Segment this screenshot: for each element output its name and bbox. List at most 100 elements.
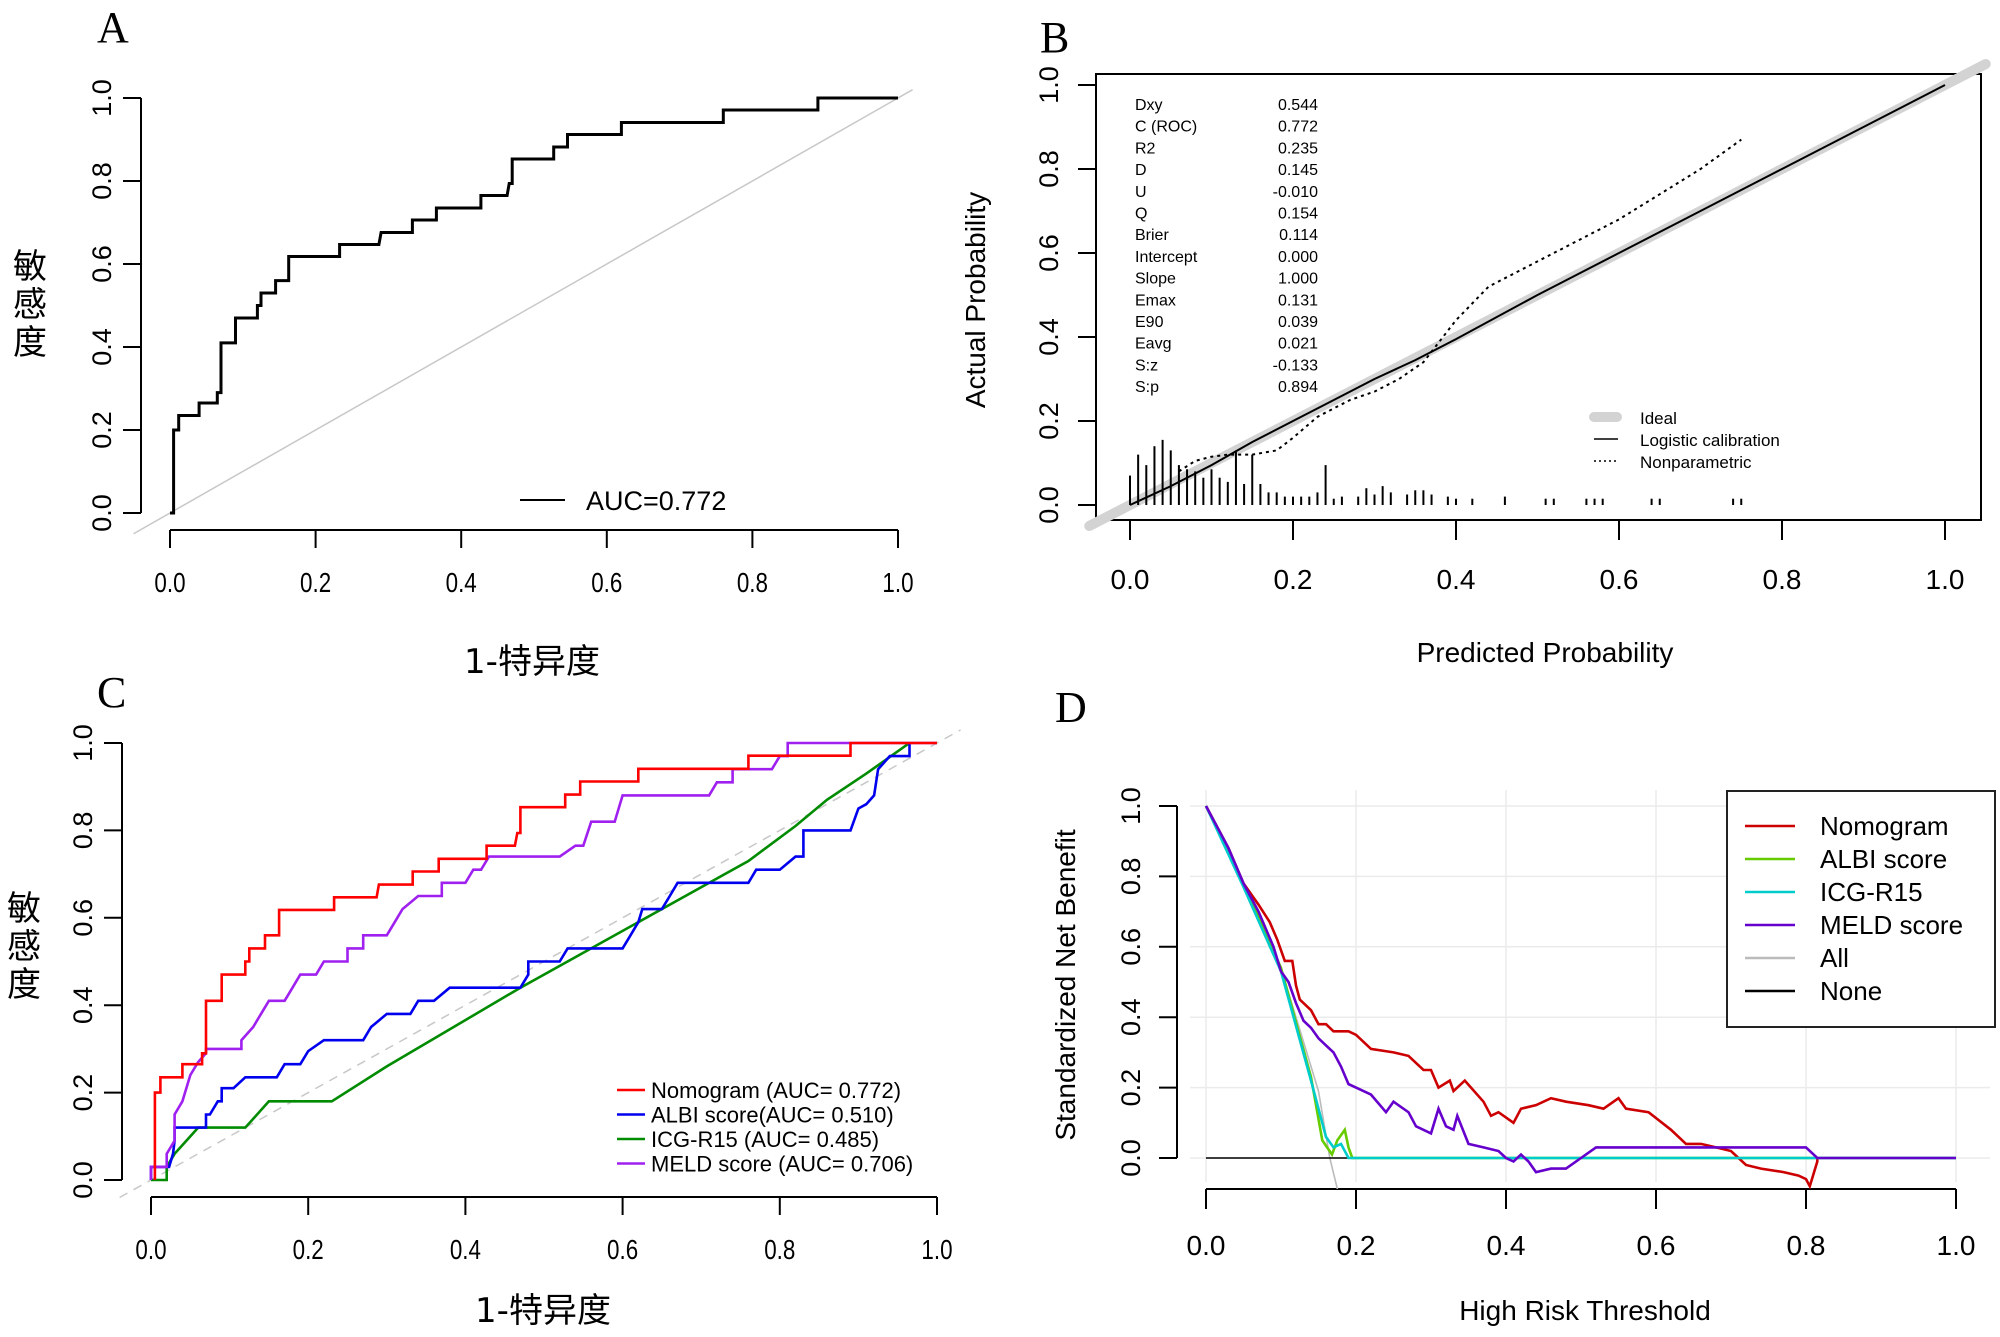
panel-d-legend-label: All [1820, 943, 1849, 973]
panel-c-y-tick-label: 1.0 [68, 724, 98, 762]
panel-b-frame [1095, 73, 1982, 521]
panel-c-y-label: 敏 感 度 [7, 889, 41, 1005]
panel-c-legend-label: Nomogram (AUC= 0.772) [651, 1078, 901, 1103]
panel-d-x-tick-label: 1.0 [1937, 1230, 1976, 1261]
panel-b-stat-value: 0.021 [1278, 336, 1318, 353]
panel-b-x-tick-label: 0.2 [1274, 564, 1313, 595]
panel-c-y-tick-label: 0.2 [68, 1074, 98, 1112]
panel-label-a: A [97, 3, 129, 52]
panel-b-stat-name: U [1135, 184, 1147, 201]
panel-d-axes: 0.0 0.2 0.4 0.6 0.8 1.0 0.0 0.2 0.4 0.6 0.8 1.0 [1116, 787, 1975, 1261]
panel-c-legend: Nomogram (AUC= 0.772)ALBI score(AUC= 0.5… [617, 1078, 913, 1177]
panel-b-stat-value: 0.235 [1278, 140, 1318, 157]
panel-a-x-tick-label: 1.0 [882, 568, 913, 599]
panel-c-x-tick-label: 0.2 [293, 1235, 324, 1266]
panel-b-stat-value: 1.000 [1278, 271, 1318, 288]
panel-a-y-tick-label: 0.2 [87, 411, 117, 449]
panel-b-x-tick-label: 0.0 [1111, 564, 1150, 595]
panel-c-marks [119, 729, 961, 1199]
panel-b-stat-name: S:p [1135, 379, 1159, 396]
panel-b-y-label: Actual Probability [960, 192, 991, 408]
panel-label-b: B [1040, 13, 1069, 62]
panel-c-reference-diagonal [119, 729, 961, 1199]
panel-b-stat-name: Brier [1135, 227, 1169, 244]
panel-a-x-tick-label: 0.2 [300, 568, 331, 599]
panel-c-y-tick-label: 0.6 [68, 899, 98, 937]
panel-b-legend-label-ideal: Ideal [1640, 409, 1677, 428]
panel-d-y-tick-label: 0.4 [1116, 998, 1146, 1036]
panel-c-roc-comparison: C 0.0 0.2 0.4 0.6 0.8 1.0 0.0 0.2 0.4 0.6 0.8 1.0 1… [7, 668, 961, 1331]
panel-c-y-label-char-3: 度 [7, 965, 41, 1005]
panel-a-y-tick-label: 1.0 [87, 79, 117, 117]
panel-c-x-tick-label: 0.4 [450, 1235, 481, 1266]
panel-c-x-tick-label: 0.0 [135, 1235, 166, 1266]
panel-d-decision-curve: D 0.0 0.2 0.4 0.6 0.8 1.0 0.0 0.2 0.4 0.6 0.8 1.0 H… [1050, 683, 1996, 1326]
panel-d-x-tick-label: 0.4 [1487, 1230, 1526, 1261]
panel-d-x-tick-label: 0.6 [1637, 1230, 1676, 1261]
panel-b-legend: Ideal Logistic calibration Nonparametric [1589, 409, 1780, 472]
panel-a-roc: A 0.0 0.2 0.4 0.6 0.8 1.0 0.0 0.2 0.4 0.6 0.8 1.0 1… [13, 3, 914, 682]
panel-b-x-tick-label: 0.6 [1600, 564, 1639, 595]
panel-d-legend-box [1726, 790, 1996, 1028]
panel-b-calibration: B 0.0 0.2 0.4 0.6 0.8 1.0 0.0 0.2 0.4 0.6 0.8 1.0 D… [960, 13, 1991, 668]
panel-a-marks [133, 89, 913, 535]
panel-b-stat-name: C (ROC) [1135, 119, 1197, 136]
panel-a-legend-label: AUC=0.772 [586, 486, 726, 516]
panel-a-y-tick-label: 0.6 [87, 245, 117, 283]
panel-d-y-tick-label: 0.8 [1116, 858, 1146, 896]
panel-a-x-tick-label: 0.6 [591, 568, 622, 599]
panel-c-curve-meld-score [149, 741, 937, 1180]
panel-b-stat-value: 0.039 [1278, 314, 1318, 331]
panel-d-marks [1204, 805, 1956, 1189]
panel-b-stat-value: 0.544 [1278, 97, 1318, 114]
panel-b-stat-value: 0.154 [1278, 206, 1318, 223]
panel-d-legend-label: MELD score [1820, 910, 1963, 940]
panel-b-stat-name: Q [1135, 206, 1147, 223]
panel-c-y-tick-label: 0.8 [68, 812, 98, 850]
panel-a-y-label: 敏 感 度 [13, 247, 47, 363]
panel-d-legend-label: None [1820, 976, 1882, 1006]
panel-a-y-tick-label: 0.8 [87, 162, 117, 200]
panel-b-x-tick-label: 1.0 [1926, 564, 1965, 595]
panel-b-stat-name: Slope [1135, 271, 1176, 288]
panel-b-stat-name: S:z [1135, 357, 1158, 374]
panel-b-y-tick-label: 0.4 [1034, 318, 1064, 356]
panel-b-stat-value: 0.131 [1278, 292, 1318, 309]
panel-a-roc-curve [170, 96, 898, 515]
panel-b-y-tick-label: 1.0 [1034, 66, 1064, 104]
panel-b-x-tick-label: 0.4 [1437, 564, 1476, 595]
panel-d-legend-label: Nomogram [1820, 811, 1949, 841]
panel-d-y-tick-label: 0.0 [1116, 1139, 1146, 1177]
panel-d-curve-meld-score [1204, 805, 1956, 1174]
panel-d-curve-all [1205, 805, 1339, 1189]
panel-a-y-label-char-2: 感 [13, 285, 47, 325]
panel-b-y-tick-label: 0.2 [1034, 402, 1064, 440]
panel-d-curve-icg-r15 [1204, 805, 1956, 1160]
panel-label-d: D [1055, 683, 1087, 732]
panel-c-legend-label: MELD score (AUC= 0.706) [651, 1152, 913, 1177]
panel-c-curve-albi-score [149, 743, 911, 1180]
panel-d-y-tick-label: 0.6 [1116, 928, 1146, 966]
panel-b-stat-value: -0.010 [1273, 184, 1318, 201]
panel-b-stat-name: R2 [1135, 140, 1156, 157]
panel-d-legend-label: ICG-R15 [1820, 877, 1923, 907]
panel-d-x-tick-label: 0.8 [1787, 1230, 1826, 1261]
panel-a-axes: 0.0 0.2 0.4 0.6 0.8 1.0 0.0 0.2 0.4 0.6 0.8 1.0 [87, 79, 914, 598]
panel-a-x-tick-label: 0.8 [737, 568, 768, 599]
panel-b-x-tick-label: 0.8 [1763, 564, 1802, 595]
panel-b-stat-name: E90 [1135, 314, 1164, 331]
panel-a-reference-diagonal [133, 89, 913, 535]
panel-b-stat-name: Dxy [1135, 97, 1163, 114]
panel-label-c: C [97, 668, 126, 717]
panel-b-stat-name: D [1135, 162, 1147, 179]
panel-b-y-tick-label: 0.8 [1034, 150, 1064, 188]
panel-c-x-tick-label: 0.8 [764, 1235, 795, 1266]
panel-a-x-tick-label: 0.0 [154, 568, 185, 599]
panel-c-axes: 0.0 0.2 0.4 0.6 0.8 1.0 0.0 0.2 0.4 0.6 0.8 1.0 [68, 724, 953, 1265]
panel-b-stat-value: 0.000 [1278, 249, 1318, 266]
panel-d-x-label: High Risk Threshold [1459, 1295, 1711, 1326]
panel-b-stat-name: Intercept [1135, 249, 1198, 266]
panel-c-y-label-char-2: 感 [7, 927, 41, 967]
